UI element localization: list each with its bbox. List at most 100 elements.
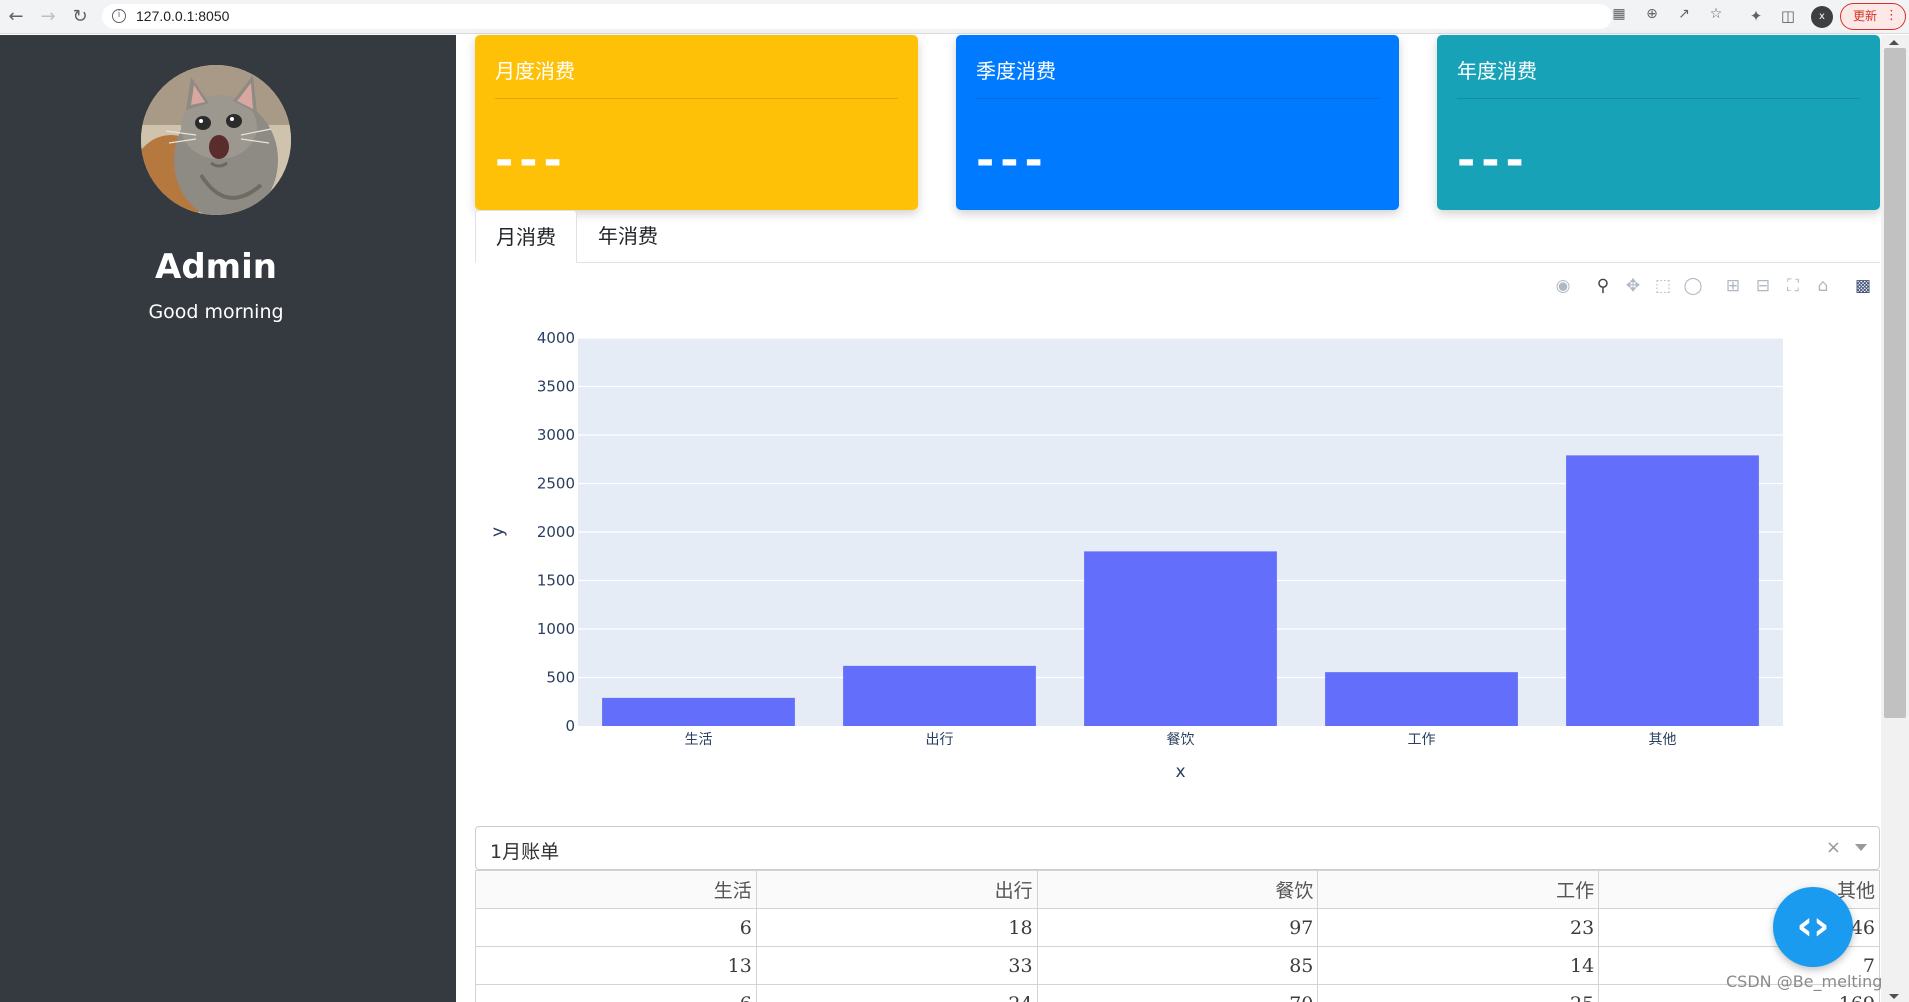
card-divider <box>1457 98 1860 99</box>
plotly-logo-icon[interactable]: ▩ <box>1854 276 1872 296</box>
share-icon[interactable]: ↗ <box>1678 6 1690 22</box>
y-tick-label: 2500 <box>537 475 575 493</box>
bar-2[interactable] <box>1084 551 1277 726</box>
y-tick-label: 0 <box>565 717 575 735</box>
tab-monthly[interactable]: 月消费 <box>475 210 577 263</box>
table-cell[interactable]: 18 <box>755 908 1038 947</box>
bar-3[interactable] <box>1325 672 1518 726</box>
reset-axes-home-icon[interactable]: ⌂ <box>1817 276 1829 296</box>
zoom-in-icon[interactable]: ⊞ <box>1725 276 1741 296</box>
table-row: 6 18 97 23 46 <box>475 908 1880 947</box>
x-tick-label: 出行 <box>926 732 954 748</box>
code-toggle-button[interactable]: ‹› <box>1773 887 1853 967</box>
table-cell[interactable]: 70 <box>1036 984 1319 1002</box>
menu-dots-icon: ⋮ <box>1885 8 1898 23</box>
lasso-select-icon[interactable]: ◯ <box>1683 276 1703 296</box>
tab-yearly[interactable]: 年消费 <box>598 224 658 248</box>
scrollbar-thumb[interactable] <box>1884 48 1906 718</box>
zoom-out-icon[interactable]: ⊟ <box>1755 276 1771 296</box>
column-header[interactable]: 餐饮 <box>1036 870 1319 909</box>
dropdown-selected-value: 1月账单 <box>490 841 560 863</box>
y-tick-label: 4000 <box>537 329 575 347</box>
table-header-row: 生活 出行 餐饮 工作 其他 <box>475 870 1880 909</box>
y-axis-label: y <box>488 527 508 537</box>
url-text[interactable]: 127.0.0.1:8050 <box>136 8 230 24</box>
tab-bar: 月消费 年消费 <box>475 210 1880 263</box>
table-cell[interactable]: 14 <box>1317 946 1600 985</box>
table-cell[interactable]: 6 <box>475 908 757 947</box>
table-cell[interactable]: 25 <box>1317 984 1600 1002</box>
forward-arrow-icon[interactable]: → <box>40 6 56 27</box>
y-tick-label: 3500 <box>537 378 575 396</box>
translate-icon[interactable]: ▦ <box>1612 6 1626 22</box>
browser-toolbar: ← → ↻ i 127.0.0.1:8050 ▦ ⊕ ↗ ☆ ✦ ◫ x 更新 … <box>0 0 1909 34</box>
admin-name: Admin <box>155 247 277 287</box>
table-cell[interactable]: 13 <box>475 946 757 985</box>
update-label: 更新 <box>1853 9 1878 23</box>
quarterly-spend-card: 季度消费 --- <box>956 35 1399 210</box>
side-panel-icon[interactable]: ◫ <box>1780 7 1796 25</box>
scroll-up-arrow-icon[interactable] <box>1889 40 1899 45</box>
chevron-down-icon[interactable] <box>1855 844 1867 851</box>
card-value: --- <box>1457 135 1530 186</box>
cat-photo-icon <box>141 65 291 215</box>
monthly-spend-card: 月度消费 --- <box>475 35 918 210</box>
table-row: 6 24 70 25 169 <box>475 984 1880 1002</box>
card-title: 月度消费 <box>495 59 575 83</box>
y-tick-labels: 0 500 1000 1500 2000 2500 3000 3500 4000 <box>537 329 575 735</box>
table-cell[interactable]: 24 <box>755 984 1038 1002</box>
reload-icon[interactable]: ↻ <box>72 6 88 27</box>
bar-4[interactable] <box>1566 455 1759 726</box>
table-cell[interactable]: 23 <box>1317 908 1600 947</box>
column-header[interactable]: 生活 <box>475 870 757 909</box>
table-cell[interactable]: 85 <box>1036 946 1319 985</box>
table-cell[interactable]: 6 <box>475 984 757 1002</box>
clear-icon[interactable]: × <box>1825 837 1841 858</box>
x-tick-label: 生活 <box>685 732 713 748</box>
bookmark-star-icon[interactable]: ☆ <box>1709 6 1723 22</box>
table-cell[interactable]: 169 <box>1598 984 1880 1002</box>
card-title: 季度消费 <box>976 59 1056 83</box>
y-tick-label: 1500 <box>537 572 575 590</box>
x-tick-labels: 生活 出行 餐饮 工作 其他 <box>685 732 1677 748</box>
y-tick-label: 500 <box>546 669 575 687</box>
table-row: 13 33 85 14 7 <box>475 946 1880 985</box>
address-bar[interactable]: i 127.0.0.1:8050 <box>102 4 1612 29</box>
x-tick-label: 餐饮 <box>1167 732 1195 748</box>
card-value: --- <box>976 135 1049 186</box>
table-cell[interactable]: 97 <box>1036 908 1319 947</box>
column-header[interactable]: 工作 <box>1317 870 1600 909</box>
camera-icon[interactable]: ◉ <box>1555 276 1571 296</box>
bar-chart: 0 500 1000 1500 2000 2500 3000 3500 4000 生活 出行 餐饮 工… <box>488 329 1783 782</box>
scroll-down-arrow-icon[interactable] <box>1889 994 1899 999</box>
y-tick-label: 1000 <box>537 620 575 638</box>
update-button[interactable]: 更新 ⋮ <box>1840 3 1906 30</box>
code-brackets-icon: ‹› <box>1796 903 1830 949</box>
box-select-icon[interactable]: ⬚ <box>1654 276 1672 296</box>
site-info-icon[interactable]: i <box>112 9 126 23</box>
x-axis-label: x <box>1175 762 1185 782</box>
back-arrow-icon[interactable]: ← <box>8 6 24 27</box>
autoscale-icon[interactable]: ⛶ <box>1787 276 1799 296</box>
bar-1[interactable] <box>843 665 1036 726</box>
greeting-text: Good morning <box>148 301 284 323</box>
bar-0[interactable] <box>602 697 795 726</box>
table-cell[interactable]: 33 <box>755 946 1038 985</box>
column-header[interactable]: 出行 <box>755 870 1038 909</box>
extensions-puzzle-icon[interactable]: ✦ <box>1749 7 1763 25</box>
x-tick-label: 其他 <box>1649 732 1677 748</box>
bars <box>602 455 1759 726</box>
card-value: --- <box>495 135 568 186</box>
pan-icon[interactable]: ✥ <box>1625 276 1641 296</box>
zoom-icon[interactable]: ⊕ <box>1646 6 1658 22</box>
card-title: 年度消费 <box>1457 59 1537 83</box>
y-tick-label: 3000 <box>537 426 575 444</box>
card-divider <box>495 98 898 99</box>
card-divider <box>976 98 1379 99</box>
month-bill-dropdown[interactable]: 1月账单 × <box>475 826 1880 870</box>
bill-table: 生活 出行 餐饮 工作 其他 6 18 97 23 46 13 33 85 14… <box>475 870 1880 1002</box>
avatar <box>141 65 291 215</box>
zoom-magnifier-icon[interactable]: ⚲ <box>1596 276 1610 296</box>
yearly-spend-card: 年度消费 --- <box>1437 35 1880 210</box>
profile-avatar[interactable]: x <box>1811 6 1833 28</box>
